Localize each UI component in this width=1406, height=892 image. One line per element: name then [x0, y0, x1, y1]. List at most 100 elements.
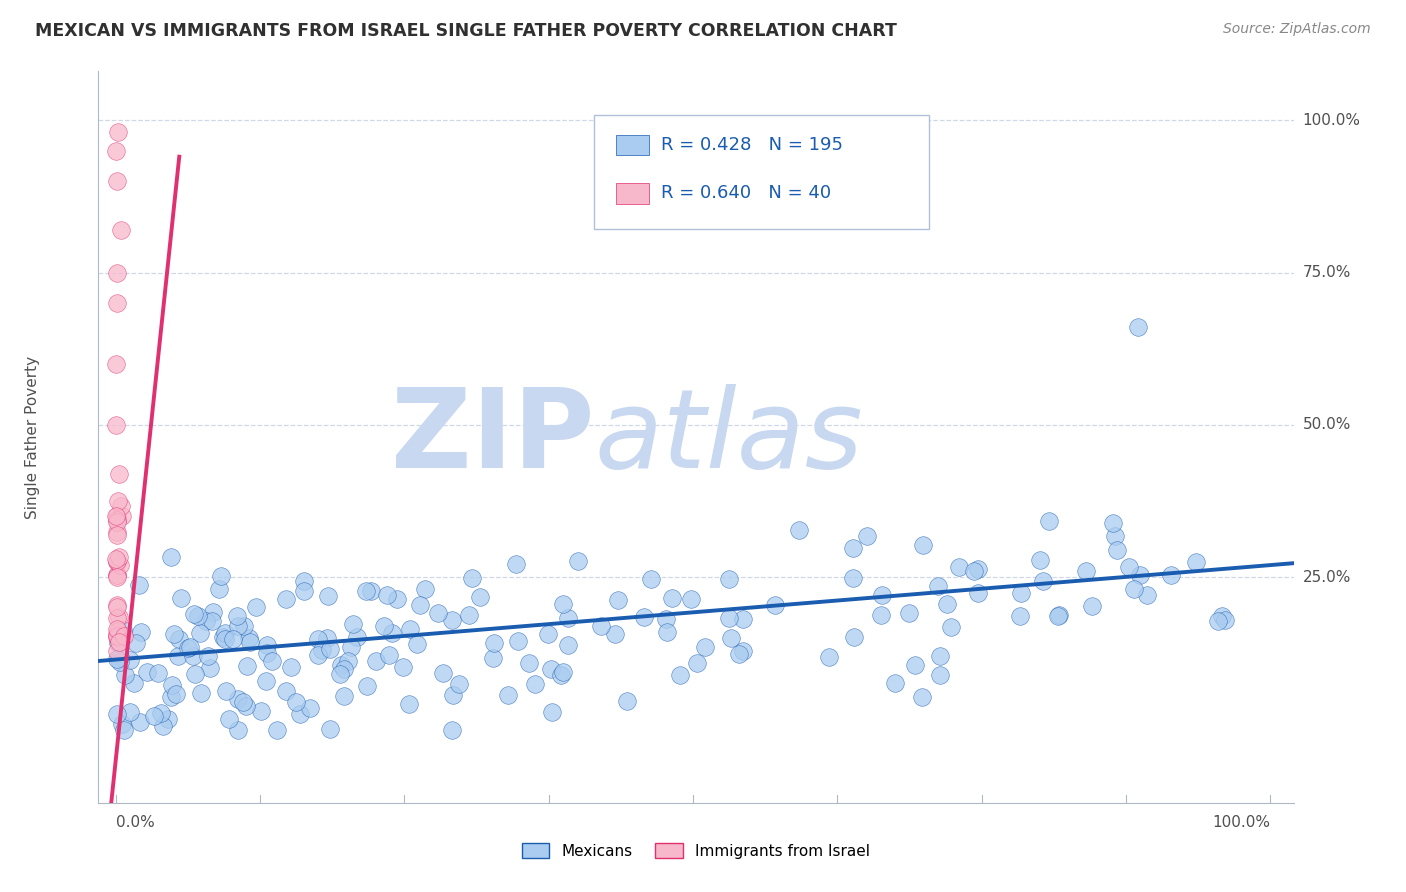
Text: 25.0%: 25.0%: [1303, 570, 1351, 585]
Point: [441, 613, 464, 627]
Point: [111, 623, 134, 637]
Point: [929, 668, 952, 682]
Point: [105, 630, 128, 644]
Point: [731, 612, 754, 626]
Point: [1029, 552, 1052, 566]
Point: [112, 629, 135, 643]
Point: [105, 417, 128, 432]
Point: [214, 632, 236, 647]
Point: [567, 554, 589, 568]
Point: [1102, 516, 1125, 530]
Point: [1104, 529, 1126, 543]
Point: [482, 650, 505, 665]
Point: [505, 557, 527, 571]
Point: [541, 705, 564, 719]
Point: [661, 591, 683, 605]
Point: [284, 695, 307, 709]
Point: [107, 622, 129, 636]
Point: [720, 632, 742, 646]
Point: [232, 695, 254, 709]
Point: [482, 636, 505, 650]
Point: [669, 668, 692, 682]
Point: [105, 515, 128, 529]
Point: [232, 619, 254, 633]
Point: [256, 638, 278, 652]
Point: [105, 626, 128, 640]
Point: [1126, 320, 1149, 334]
Point: [330, 658, 353, 673]
Point: [399, 623, 422, 637]
Point: [1047, 607, 1070, 622]
Point: [897, 606, 920, 620]
Text: Source: ZipAtlas.com: Source: ZipAtlas.com: [1223, 22, 1371, 37]
Point: [160, 678, 183, 692]
Point: [105, 552, 128, 566]
Point: [236, 659, 259, 673]
Point: [884, 675, 907, 690]
Point: [288, 706, 311, 721]
Point: [1122, 582, 1144, 597]
Point: [540, 662, 562, 676]
Point: [727, 647, 749, 661]
Point: [392, 660, 415, 674]
Point: [616, 694, 638, 708]
Point: [292, 574, 315, 589]
Point: [655, 612, 678, 626]
Point: [870, 607, 893, 622]
Point: [125, 636, 148, 650]
Point: [967, 562, 990, 576]
Point: [108, 650, 131, 665]
Point: [118, 653, 141, 667]
Point: [108, 626, 131, 640]
Point: [107, 624, 129, 639]
Point: [315, 631, 337, 645]
Point: [107, 467, 129, 481]
Point: [1160, 568, 1182, 582]
Point: [731, 644, 754, 658]
Point: [356, 679, 378, 693]
Point: [1074, 564, 1097, 578]
Point: [415, 582, 437, 596]
Point: [108, 550, 131, 565]
Point: [311, 643, 333, 657]
Point: [183, 607, 205, 621]
Point: [550, 668, 572, 682]
Point: [170, 591, 193, 606]
Point: [329, 667, 352, 681]
Point: [165, 687, 187, 701]
Point: [105, 509, 128, 524]
Point: [238, 632, 260, 646]
Point: [183, 648, 205, 663]
Point: [1136, 588, 1159, 602]
Point: [927, 579, 949, 593]
Point: [197, 648, 219, 663]
Point: [222, 632, 245, 646]
Point: [911, 690, 934, 704]
Point: [108, 558, 131, 573]
Point: [111, 508, 134, 523]
Point: [633, 610, 655, 624]
Point: [1008, 609, 1031, 624]
Point: [557, 638, 579, 652]
Point: [557, 610, 579, 624]
Point: [202, 605, 225, 619]
Point: [1206, 614, 1229, 628]
Point: [1129, 567, 1152, 582]
Point: [212, 630, 235, 644]
Point: [333, 690, 356, 704]
Point: [105, 568, 128, 582]
Point: [963, 564, 986, 578]
Point: [387, 592, 409, 607]
Point: [337, 654, 360, 668]
Point: [107, 494, 129, 508]
Point: [114, 668, 136, 682]
Point: [105, 599, 128, 614]
Point: [693, 640, 716, 655]
Point: [855, 529, 877, 543]
Point: [105, 527, 128, 541]
Point: [105, 296, 128, 310]
FancyBboxPatch shape: [616, 183, 650, 203]
Point: [105, 611, 128, 625]
Point: [260, 654, 283, 668]
Point: [105, 707, 128, 722]
